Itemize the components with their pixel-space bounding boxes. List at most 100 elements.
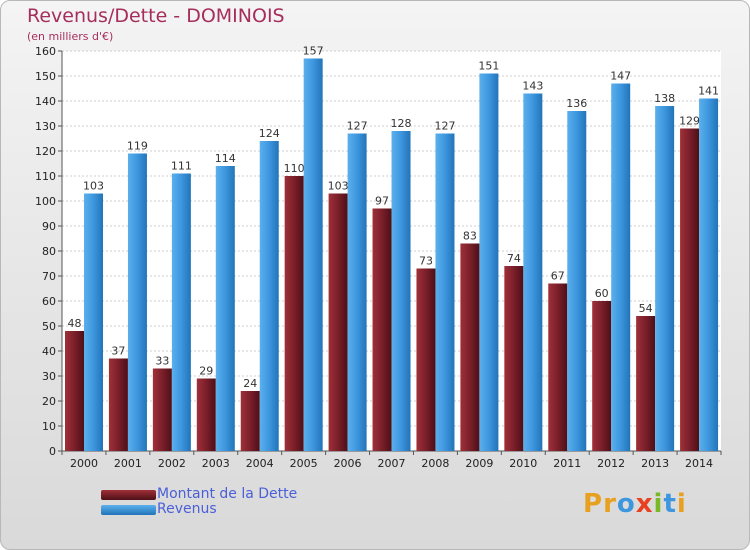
bar-debt [65, 331, 84, 451]
bar-revenue [655, 106, 675, 451]
x-tick-label: 2004 [246, 457, 274, 470]
data-label-debt: 83 [463, 230, 477, 243]
y-tick-label: 110 [35, 170, 56, 183]
y-tick-label: 100 [35, 195, 56, 208]
x-tick-label: 2001 [114, 457, 142, 470]
legend-swatch-revenue [101, 505, 156, 515]
x-tick-label: 2006 [334, 457, 362, 470]
data-label-revenue: 103 [83, 180, 104, 193]
bar-revenue [699, 98, 719, 451]
data-label-debt: 110 [284, 162, 305, 175]
bar-debt [240, 391, 260, 451]
legend-swatch-debt [101, 490, 156, 500]
x-tick-label: 2013 [641, 457, 669, 470]
x-axis-labels: 2000 2001 2002 2003 2004 2005 2006 2007 2008 2009… [61, 451, 722, 470]
bar-revenue [435, 133, 455, 451]
bar-debt [284, 176, 304, 451]
y-tick-label: 10 [42, 420, 56, 433]
logo-letter: r [603, 489, 617, 519]
bar-debt [152, 368, 172, 451]
x-tick-label: 2002 [158, 457, 186, 470]
bar-revenue [523, 93, 543, 451]
data-label-debt: 60 [595, 287, 609, 300]
logo-letter: i [676, 489, 687, 519]
data-label-revenue: 136 [566, 97, 587, 110]
proxiti-logo: Proxiti [583, 489, 687, 519]
bar-revenue [567, 111, 587, 451]
data-label-revenue: 147 [610, 70, 631, 83]
bar-debt [416, 268, 436, 451]
bars: 48 103 37 119 33 111 29 114 24 124 110 157 103 127 97 1… [65, 45, 719, 451]
bar-debt [460, 243, 480, 451]
data-label-revenue: 138 [654, 92, 675, 105]
x-tick-label: 2000 [70, 457, 98, 470]
x-tick-label: 2003 [202, 457, 230, 470]
data-label-debt: 67 [551, 270, 565, 283]
y-tick-label: 130 [35, 120, 56, 133]
y-tick-label: 20 [42, 395, 56, 408]
y-tick-label: 120 [35, 145, 56, 158]
data-label-debt: 54 [639, 302, 653, 315]
bar-revenue [611, 83, 631, 451]
bar-debt [196, 378, 216, 451]
bar-revenue [391, 131, 411, 451]
y-tick-label: 40 [42, 345, 56, 358]
bar-debt [592, 301, 612, 451]
data-label-revenue: 127 [434, 120, 455, 133]
y-tick-label: 0 [49, 445, 56, 458]
logo-letter: i [653, 489, 664, 519]
legend-item-debt: Montant de la Dette [101, 486, 361, 502]
bar-revenue [303, 58, 323, 451]
data-label-revenue: 127 [347, 120, 368, 133]
data-label-revenue: 151 [478, 60, 499, 73]
data-label-debt: 24 [243, 377, 257, 390]
logo-letter: x [635, 489, 654, 519]
data-label-debt: 37 [111, 345, 125, 358]
data-label-revenue: 157 [303, 45, 324, 58]
y-tick-label: 30 [42, 370, 56, 383]
x-tick-label: 2010 [509, 457, 537, 470]
bar-revenue [84, 193, 103, 451]
data-label-revenue: 114 [215, 152, 236, 165]
data-label-debt: 33 [155, 355, 169, 368]
legend: Montant de la Dette Revenus [101, 486, 361, 517]
data-label-debt: 103 [328, 180, 349, 193]
x-tick-label: 2012 [597, 457, 625, 470]
data-label-revenue: 119 [127, 140, 148, 153]
data-label-debt: 97 [375, 195, 389, 208]
x-tick-label: 2009 [465, 457, 493, 470]
data-label-debt: 29 [199, 365, 213, 378]
x-tick-label: 2005 [290, 457, 318, 470]
y-tick-label: 70 [42, 270, 56, 283]
x-tick-label: 2011 [553, 457, 581, 470]
bar-debt [680, 128, 700, 451]
data-label-revenue: 141 [698, 85, 719, 98]
legend-item-revenue: Revenus [101, 501, 361, 517]
y-tick-label: 80 [42, 245, 56, 258]
y-tick-label: 60 [42, 295, 56, 308]
y-tick-label: 160 [35, 45, 56, 58]
x-tick-label: 2008 [421, 457, 449, 470]
y-tick-label: 50 [42, 320, 56, 333]
bar-debt [636, 316, 656, 451]
logo-letter: o [616, 489, 636, 519]
y-tick-label: 90 [42, 220, 56, 233]
legend-label-debt: Montant de la Dette [157, 486, 298, 502]
bar-debt [328, 193, 348, 451]
data-label-revenue: 128 [391, 117, 412, 130]
logo-letter: t [663, 489, 677, 519]
bar-debt [372, 208, 392, 451]
logo-letter: P [583, 489, 604, 519]
data-label-revenue: 111 [171, 160, 192, 173]
bar-debt [504, 266, 524, 451]
bar-revenue [171, 173, 191, 451]
bar-revenue [127, 153, 147, 451]
data-label-revenue: 124 [259, 127, 280, 140]
x-tick-label: 2014 [685, 457, 713, 470]
bar-revenue [347, 133, 367, 451]
bar-debt [108, 358, 128, 451]
chart-title: Revenus/Dette - DOMINOIS [27, 5, 285, 27]
bar-revenue [259, 141, 279, 451]
